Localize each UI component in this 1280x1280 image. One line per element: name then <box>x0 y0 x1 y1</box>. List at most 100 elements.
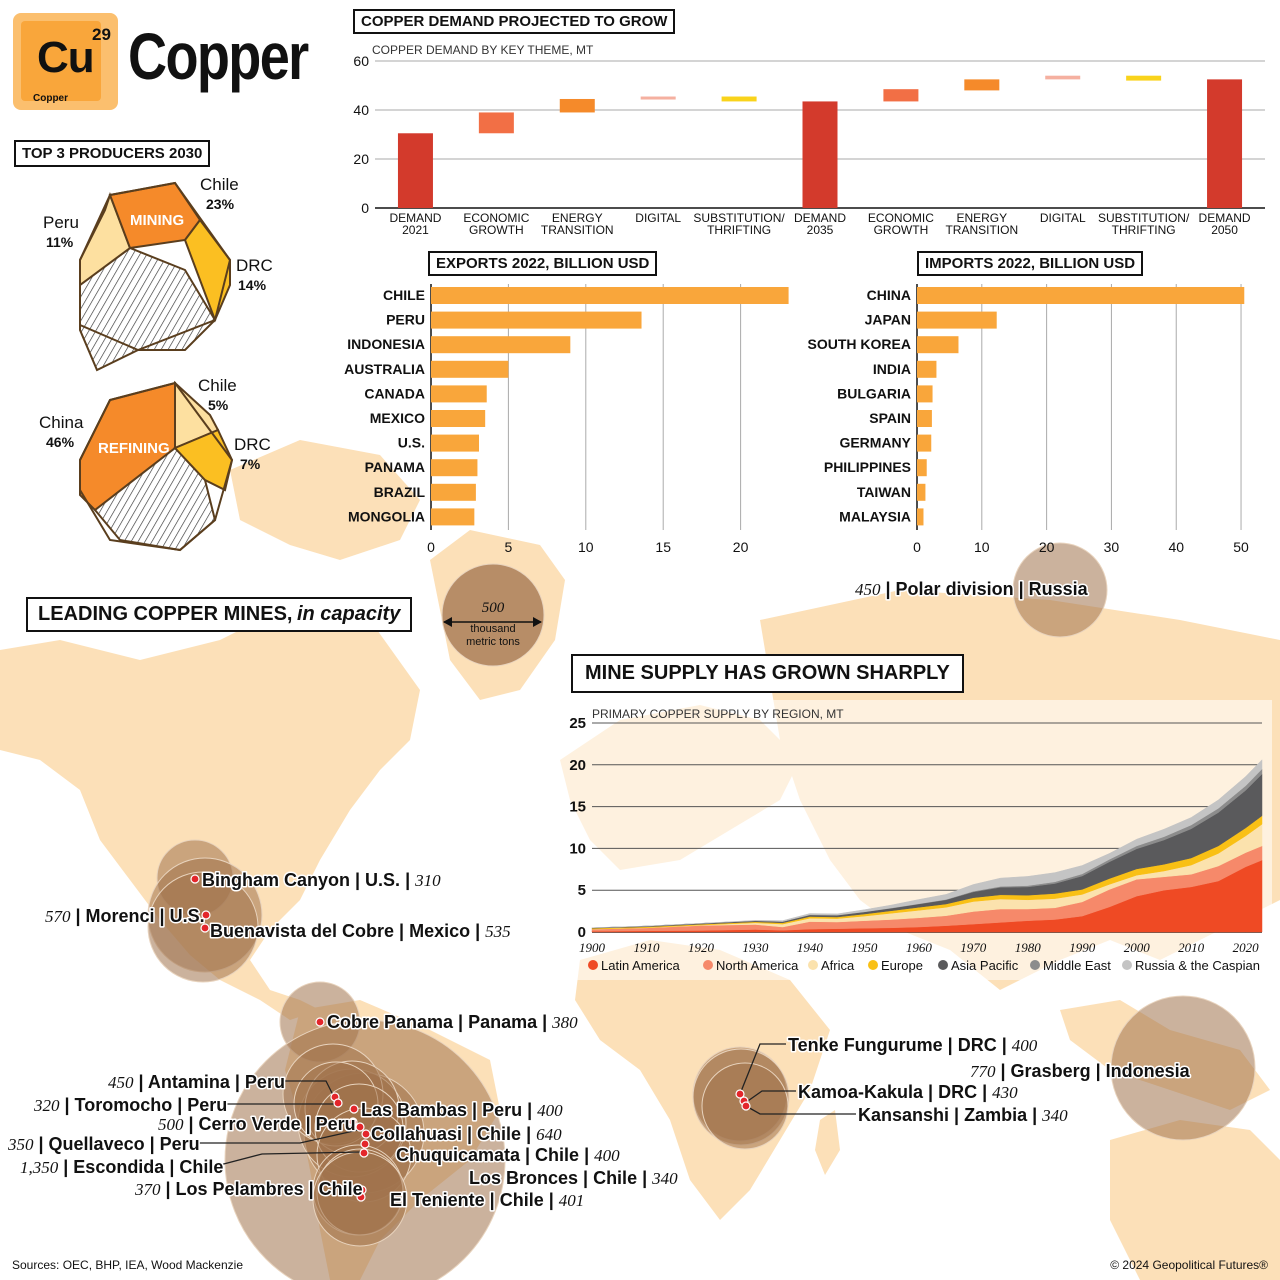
supply-legend-swatch <box>588 960 598 970</box>
element-tile: Cu 29 Copper <box>13 13 118 110</box>
mine-capacity: 570 <box>45 907 71 926</box>
demand-x-tick-label: THRIFTING <box>1112 223 1176 237</box>
legend-bubble-value: 500 <box>482 600 505 616</box>
demand-y-tick-label: 20 <box>353 151 369 167</box>
supply-y-tick-label: 20 <box>569 757 586 774</box>
demand-x-tick-label: DIGITAL <box>635 211 681 225</box>
refining-chile-country: Chile <box>198 376 237 395</box>
element-tile-inner <box>21 21 101 101</box>
imports-chart-title: IMPORTS 2022, BILLION USD <box>917 251 1144 276</box>
exports-category-label: U.S. <box>398 435 425 451</box>
exports-x-tick-label: 20 <box>733 539 749 555</box>
dot-kansanshi <box>741 1101 751 1111</box>
imports-bar <box>917 385 933 403</box>
supply-legend-label: Africa <box>821 958 855 973</box>
mine-separator: | <box>34 1134 49 1154</box>
exports-category-label: INDONESIA <box>347 336 425 352</box>
exports-bar <box>431 459 478 477</box>
exports-bar <box>431 483 476 501</box>
supply-legend-label: North America <box>716 958 799 973</box>
exports-category-label: AUSTRALIA <box>344 361 425 377</box>
dot-collahuasi <box>361 1129 371 1139</box>
imports-category-label: GERMANY <box>839 435 911 451</box>
mine-label-grasberg: 770 | Grasberg | Indonesia <box>970 1061 1191 1081</box>
mine-label-tenke-fungurume: Tenke Fungurume | DRC | 400 <box>788 1035 1038 1055</box>
mine-label-los-bronces: Los Bronces | Chile | 340 <box>469 1168 678 1188</box>
mine-capacity: 400 <box>594 1146 620 1165</box>
imports-category-label: INDIA <box>873 361 911 377</box>
mine-separator: | <box>579 1145 594 1165</box>
bubble-size-legend: 500 thousand metric tons <box>441 563 545 667</box>
exports-category-label: MEXICO <box>370 410 425 426</box>
mine-label-antamina: 450 | Antamina | Peru <box>108 1072 285 1092</box>
exports-x-tick-label: 10 <box>578 539 594 555</box>
supply-legend-swatch <box>868 960 878 970</box>
supply-x-tick-label: 2010 <box>1178 940 1205 955</box>
mine-name-country: Cobre Panama | Panama <box>327 1012 538 1032</box>
demand-x-tick-label: DEMAND <box>1199 211 1251 225</box>
mine-name-country: Antamina | Peru <box>148 1072 285 1092</box>
demand-bar <box>1045 75 1081 80</box>
map-arctic-islands <box>230 440 420 560</box>
mine-separator: | <box>134 1072 148 1092</box>
mining-peru-country: Peru <box>43 213 79 232</box>
mine-separator: | <box>544 1190 559 1210</box>
mine-label-el-teniente: El Teniente | Chile | 401 <box>390 1190 584 1210</box>
exports-bar <box>431 336 571 354</box>
mine-name-country: Morenci | U.S. <box>86 906 205 926</box>
mining-drc-pct: 14% <box>238 277 267 293</box>
mine-capacity: 350 <box>7 1135 34 1154</box>
supply-legend-swatch <box>1030 960 1040 970</box>
demand-x-tick-label: ECONOMIC <box>868 211 934 225</box>
dot-cerro-verde <box>348 1117 358 1127</box>
mining-chile-pct: 23% <box>206 196 235 212</box>
exports-category-label: CANADA <box>364 385 425 401</box>
mine-name-country: Kamoa-Kakula | DRC <box>798 1082 977 1102</box>
supply-y-tick-label: 0 <box>578 924 586 941</box>
mine-name-country: Los Pelambres | Chile <box>176 1179 363 1199</box>
element-name: Copper <box>33 93 68 104</box>
mine-capacity: 340 <box>1041 1106 1068 1125</box>
demand-bar <box>640 96 676 100</box>
mine-name-country: Collahuasi | Chile <box>371 1124 521 1144</box>
imports-bar-chart: 0 10 20 30 40 50 CHINA JAPAN SOUTH KOREA INDIA BUL… <box>808 284 1249 555</box>
supply-chart-subtitle: PRIMARY COPPER SUPPLY BY REGION, MT <box>592 707 844 721</box>
demand-x-tick-label: DEMAND <box>794 211 846 225</box>
mine-separator: | <box>521 1124 536 1144</box>
mine-capacity: 370 <box>134 1180 161 1199</box>
mine-label-las-bambas: Las Bambas | Peru | 400 <box>361 1100 563 1120</box>
mining-peru-pct: 11% <box>46 234 74 250</box>
mine-name-country: Toromocho | Peru <box>75 1095 228 1115</box>
demand-x-tick-label: ENERGY <box>552 211 603 225</box>
exports-category-label: BRAZIL <box>374 484 426 500</box>
leader-kansanshi <box>745 1105 856 1115</box>
imports-category-label: SPAIN <box>869 410 911 426</box>
leader-quellaveco <box>196 1129 359 1144</box>
mining-outline <box>79 181 232 352</box>
demand-bar <box>1126 75 1162 81</box>
exports-category-label: PERU <box>386 312 425 328</box>
mine-capacity: 500 <box>158 1115 184 1134</box>
mine-name-country: Los Bronces | Chile <box>469 1168 637 1188</box>
mining-drc-country: DRC <box>236 256 273 275</box>
demand-bar <box>802 101 838 208</box>
dot-cobre-panama <box>315 1017 325 1027</box>
dot-chuquicamata <box>360 1139 370 1149</box>
exports-bar <box>431 434 479 452</box>
mine-capacity: 380 <box>551 1013 578 1032</box>
mine-separator: | <box>996 1061 1011 1081</box>
mine-capacity: 401 <box>559 1191 585 1210</box>
mine-label-los-pelambres: 370 | Los Pelambres | Chile <box>134 1179 363 1199</box>
dot-toromocho <box>333 1098 343 1108</box>
imports-x-tick-label: 40 <box>1168 539 1184 555</box>
dot-los-pelambres <box>352 1183 362 1193</box>
demand-bar <box>1207 79 1243 208</box>
map-madagascar <box>815 1110 840 1175</box>
mining-chile-country: Chile <box>200 175 239 194</box>
supply-x-tick-label: 1960 <box>906 940 933 955</box>
mine-name-country: Cerro Verde | Peru <box>199 1114 356 1134</box>
leader-escondida <box>215 1151 363 1167</box>
demand-x-tick-label: SUBSTITUTION/ <box>1098 211 1190 225</box>
leader-kamoa <box>744 1090 796 1104</box>
